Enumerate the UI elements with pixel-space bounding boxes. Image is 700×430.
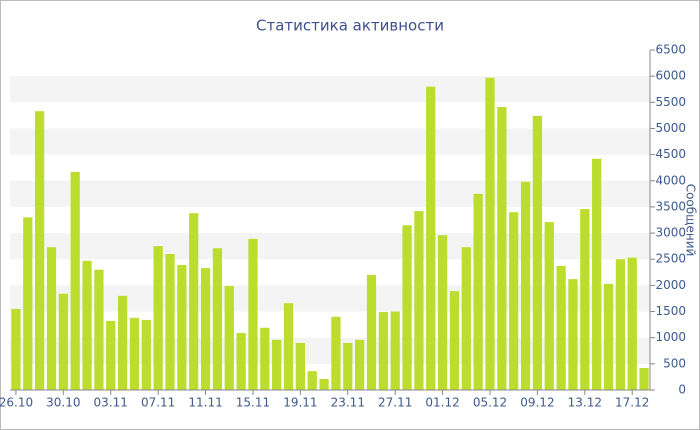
bar: [390, 311, 400, 390]
bar: [82, 260, 92, 390]
bar: [35, 111, 45, 390]
y-tick-label: 0: [678, 383, 686, 397]
bar: [461, 247, 471, 390]
bar: [165, 254, 175, 390]
y-tick-label: 4000: [655, 173, 686, 187]
bar: [117, 295, 128, 390]
y-tick-label: 6500: [655, 43, 686, 57]
grid-band: [10, 128, 650, 155]
bar: [639, 368, 649, 390]
bar: [568, 279, 578, 390]
bar: [283, 303, 294, 390]
bar: [46, 247, 57, 390]
bar: [94, 269, 104, 390]
x-tick-label: 09.12: [520, 396, 554, 410]
bar: [153, 246, 163, 390]
x-tick-label: 17.12: [615, 396, 649, 410]
bar: [627, 257, 637, 390]
y-tick-label: 1000: [655, 330, 686, 344]
bar: [295, 342, 305, 390]
bar: [212, 248, 223, 390]
bar: [532, 115, 543, 391]
x-tick-label: 15.11: [236, 396, 270, 410]
bar: [248, 238, 258, 390]
y-tick-label: 2000: [655, 278, 686, 292]
bar: [615, 259, 625, 390]
bar: [260, 327, 270, 390]
bar: [520, 181, 531, 390]
bar: [473, 193, 483, 390]
x-tick-label: 13.12: [568, 396, 602, 410]
y-tick-label: 500: [663, 356, 686, 370]
bar: [485, 77, 495, 390]
grid-band: [10, 285, 650, 312]
x-tick-label: 26.10: [0, 396, 33, 410]
x-tick-label: 05.12: [473, 396, 507, 410]
bar: [70, 171, 80, 390]
bar: [307, 371, 317, 390]
x-tick-label: 19.11: [283, 396, 317, 410]
bar: [224, 285, 234, 390]
bar: [414, 211, 424, 390]
y-tick-label: 3000: [655, 226, 686, 240]
y-tick-label: 1500: [655, 304, 686, 318]
bar: [319, 379, 329, 390]
bar: [236, 332, 246, 390]
x-tick-label: 03.11: [94, 396, 128, 410]
x-tick-label: 01.12: [425, 396, 459, 410]
y-tick-label: 5000: [655, 121, 686, 135]
bar: [556, 266, 566, 390]
chart-title: Статистика активности: [256, 17, 444, 35]
bar: [11, 308, 21, 390]
bar: [189, 213, 199, 390]
bar: [402, 225, 412, 390]
y-axis-label: Сообщений: [684, 184, 698, 257]
bar: [141, 319, 151, 390]
bar: [497, 107, 507, 390]
bar: [58, 293, 68, 390]
bar: [23, 217, 33, 390]
x-tick-label: 27.11: [378, 396, 412, 410]
bar: [177, 264, 187, 390]
y-tick-label: 5500: [655, 95, 686, 109]
y-tick-label: 2500: [655, 252, 686, 266]
bar: [378, 312, 388, 390]
bar: [129, 317, 140, 390]
bar: [449, 291, 460, 390]
bar: [437, 235, 448, 390]
bar: [426, 86, 436, 390]
grid-band: [10, 180, 650, 207]
grid-band: [10, 76, 650, 103]
bar: [592, 158, 602, 390]
x-tick-label: 23.11: [331, 396, 365, 410]
y-tick-label: 4500: [655, 147, 686, 161]
bar: [200, 268, 211, 390]
bar: [355, 339, 365, 390]
bar: [343, 342, 353, 390]
bar: [272, 339, 282, 390]
bar: [366, 274, 377, 390]
grid-band: [10, 233, 650, 260]
x-tick-label: 07.11: [141, 396, 175, 410]
x-tick-label: 30.10: [46, 396, 80, 410]
bar: [509, 212, 519, 390]
bar: [106, 320, 116, 390]
bar: [544, 222, 554, 390]
grid-band: [10, 337, 650, 364]
bar: [603, 283, 614, 390]
x-tick-label: 11.11: [188, 396, 222, 410]
y-tick-label: 6000: [655, 69, 686, 83]
bar: [331, 316, 341, 390]
y-tick-label: 3500: [655, 199, 686, 213]
bar: [580, 209, 590, 390]
